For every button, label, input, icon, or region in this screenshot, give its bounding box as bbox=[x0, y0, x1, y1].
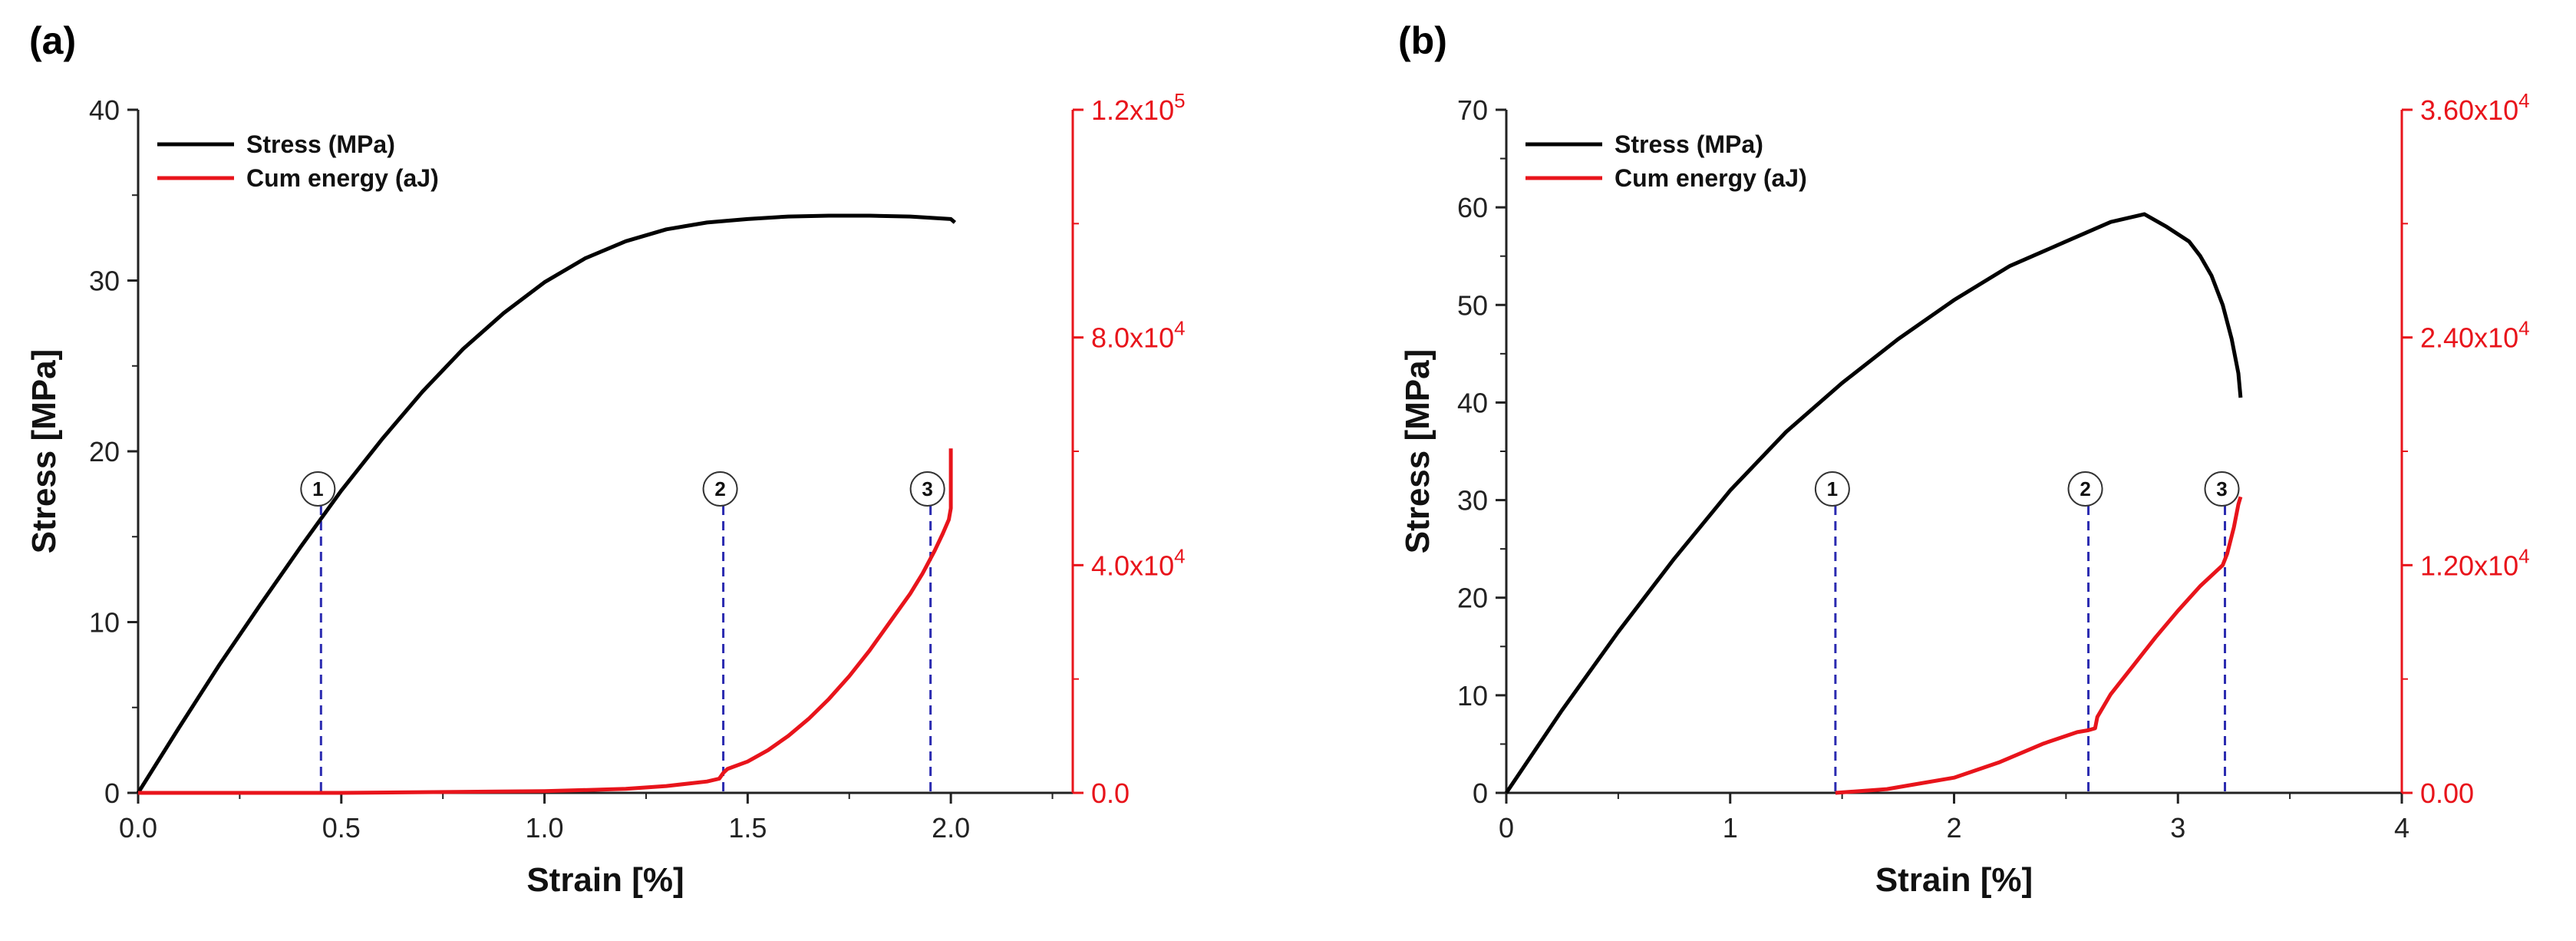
chart-panel-a: (a) 0.0 0.5 1.0 1.5 2.0 0 10 20 30 40 0.0 4.0x104 8.0… bbox=[25, 19, 1186, 899]
marker-label: 2 bbox=[714, 477, 725, 500]
y-axis-label: Stress [MPa] bbox=[1399, 349, 1436, 554]
x-tick-label: 3 bbox=[2170, 812, 2185, 844]
x-tick-label: 1 bbox=[1723, 812, 1738, 844]
marker-circle bbox=[1814, 471, 1850, 507]
y-tick-label: 70 bbox=[1457, 94, 1488, 126]
legend-entry: Stress (MPa) bbox=[1615, 130, 1763, 158]
y-tick-label: 30 bbox=[89, 266, 120, 297]
marker-label: 1 bbox=[312, 477, 323, 500]
y2-tick-label: 0.0 bbox=[1091, 778, 1130, 809]
cum-energy-curve bbox=[138, 448, 953, 795]
y2-tick-label: 4.0x104 bbox=[1091, 544, 1186, 581]
x-axis-label: Strain [%] bbox=[1875, 861, 2033, 899]
y2-tick-label: 3.60x104 bbox=[2420, 89, 2530, 126]
y2-tick-label: 0.00 bbox=[2420, 778, 2474, 809]
chart-panel-b: (b)0 1 2 3 40102030405060700.001.20x1042.40x… bbox=[1398, 19, 2530, 899]
marker-label: 1 bbox=[1827, 477, 1838, 500]
marker-circle bbox=[2067, 471, 2103, 507]
marker-circle bbox=[2204, 471, 2240, 507]
x-tick-label: 0 bbox=[1499, 812, 1514, 844]
y-axis-label: Stress [MPa] bbox=[25, 349, 63, 554]
marker-label: 3 bbox=[2216, 477, 2227, 500]
x-tick-label: 0.5 bbox=[322, 812, 361, 844]
marker-circle bbox=[300, 471, 336, 507]
y-tick-label: 60 bbox=[1457, 192, 1488, 223]
legend-entry: Cum energy (aJ) bbox=[1615, 164, 1807, 192]
marker-label: 2 bbox=[2080, 477, 2090, 500]
y-tick-label: 20 bbox=[1457, 583, 1488, 614]
y-tick-label: 10 bbox=[89, 607, 120, 639]
y2-tick-label: 1.2x105 bbox=[1091, 89, 1186, 126]
stress-curve bbox=[136, 213, 957, 794]
y-tick-label: 20 bbox=[89, 436, 120, 467]
marker-circle bbox=[909, 471, 945, 507]
panel-label: (a) bbox=[29, 19, 76, 62]
y-tick-label: 50 bbox=[1457, 289, 1488, 321]
legend-entry: Cum energy (aJ) bbox=[246, 164, 439, 192]
x-tick-label: 1.5 bbox=[728, 812, 767, 844]
marker-circle bbox=[702, 471, 738, 507]
y-tick-label: 40 bbox=[89, 94, 120, 126]
stress-curve bbox=[1504, 212, 2243, 794]
legend-entry: Stress (MPa) bbox=[246, 130, 395, 158]
x-tick-label: 2 bbox=[1946, 812, 1961, 844]
y2-tick-label: 8.0x104 bbox=[1091, 317, 1186, 354]
y-tick-label: 30 bbox=[1457, 485, 1488, 517]
y-tick-label: 10 bbox=[1457, 680, 1488, 712]
y2-tick-label: 2.40x104 bbox=[2420, 317, 2530, 354]
x-tick-label: 4 bbox=[2394, 812, 2409, 844]
y-tick-label: 40 bbox=[1457, 387, 1488, 418]
marker-label: 3 bbox=[922, 477, 932, 500]
x-tick-label: 2.0 bbox=[932, 812, 970, 844]
y-tick-label: 0 bbox=[1473, 778, 1488, 809]
panel-label: (b) bbox=[1398, 19, 1447, 62]
x-axis-label: Strain [%] bbox=[526, 861, 684, 899]
y-tick-label: 0 bbox=[104, 778, 120, 809]
cum-energy-curve bbox=[1835, 496, 2243, 795]
x-tick-label: 1.0 bbox=[526, 812, 564, 844]
x-tick-label: 0.0 bbox=[119, 812, 157, 844]
y2-tick-label: 1.20x104 bbox=[2420, 544, 2530, 581]
